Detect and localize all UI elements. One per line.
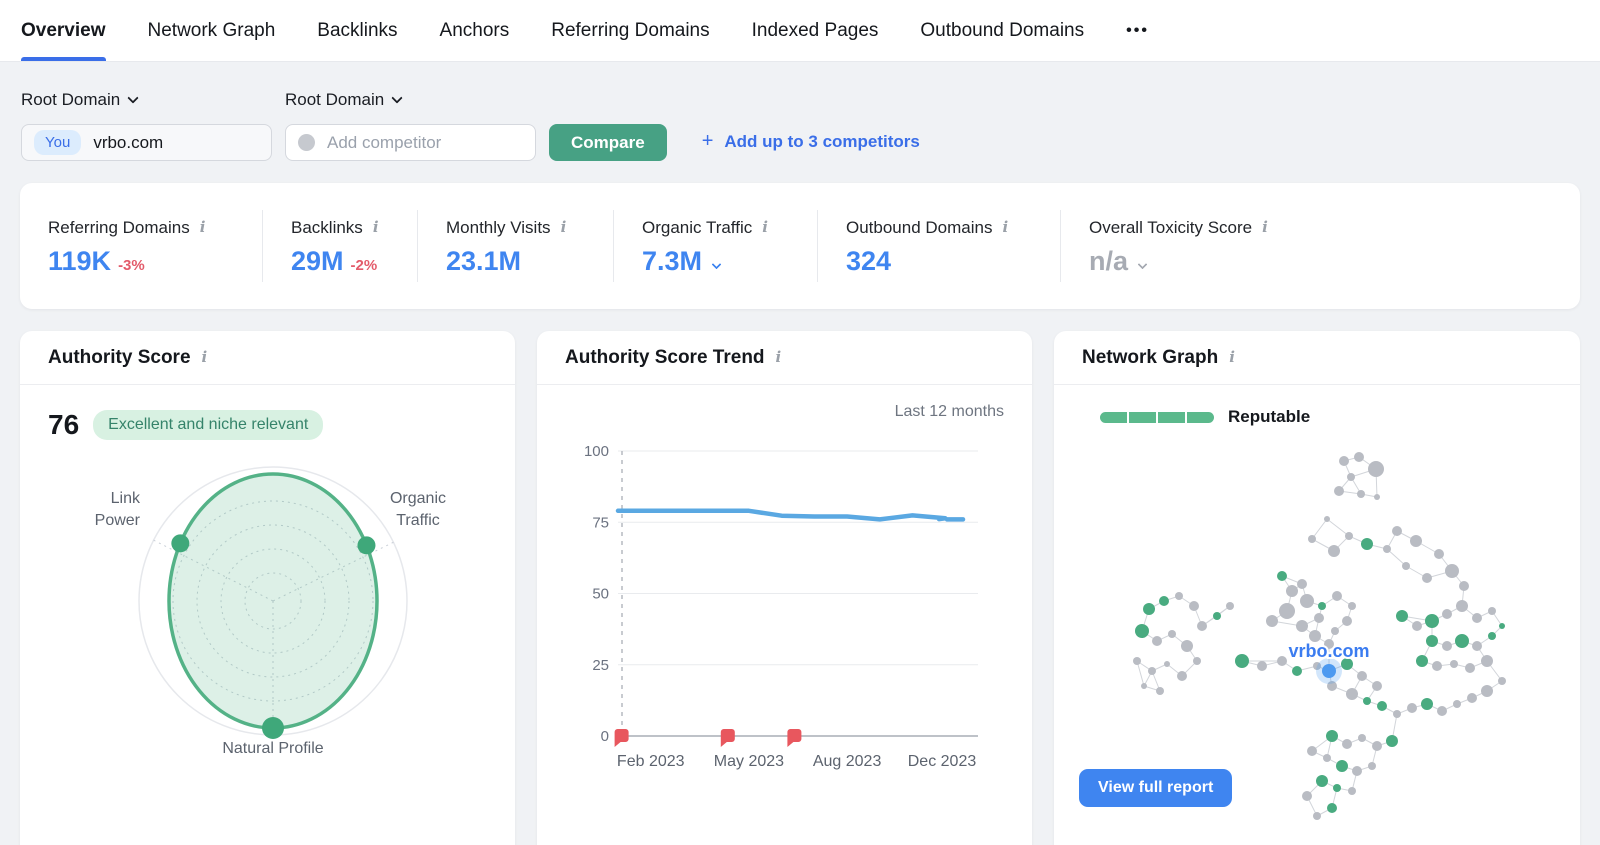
metric-label: Referring Domains [48, 217, 190, 237]
authority-score-trend-chart: 0 25 50 75 100 Feb 2023 May 2023 Aug 2023 Dec 20… [537, 421, 1032, 786]
info-icon[interactable]: i [199, 218, 206, 236]
tab-referring-domains[interactable]: Referring Domains [551, 19, 710, 41]
root-domain-select-competitor[interactable]: Root Domain [285, 90, 536, 110]
metric-value: n/a [1089, 245, 1129, 276]
metric-label: Monthly Visits [446, 217, 551, 237]
svg-text:25: 25 [592, 657, 609, 674]
you-badge: You [34, 130, 82, 155]
network-graph-card: Network Graph i Reputable vrbo.com View … [1054, 331, 1580, 845]
svg-text:50: 50 [592, 586, 609, 603]
authority-score-trend-card: Authority Score Trend i Last 12 months 0… [537, 331, 1032, 845]
svg-text:Traffic: Traffic [396, 512, 440, 529]
svg-text:Link: Link [111, 490, 141, 507]
chevron-down-icon [391, 92, 403, 104]
trend-title: Authority Score Trend [565, 346, 765, 368]
info-icon[interactable]: i [1229, 348, 1235, 366]
metric-label: Outbound Domains [846, 217, 993, 237]
svg-text:0: 0 [601, 728, 609, 745]
svg-text:vrbo.com: vrbo.com [1288, 641, 1369, 661]
authority-score-title: Authority Score [48, 346, 191, 368]
info-icon[interactable]: i [1262, 218, 1268, 236]
metric-label: Organic Traffic [642, 217, 753, 237]
svg-text:Organic: Organic [390, 490, 446, 507]
tab-outbound-domains[interactable]: Outbound Domains [920, 19, 1085, 41]
trend-range-label: Last 12 months [894, 403, 1004, 420]
info-icon[interactable]: i [372, 218, 379, 236]
more-tabs-icon[interactable]: ••• [1126, 21, 1149, 39]
info-icon[interactable]: i [1002, 218, 1009, 236]
tab-backlinks[interactable]: Backlinks [317, 19, 398, 41]
metric-organic-traffic: Organic Traffic i 7.3M [613, 210, 817, 282]
authority-score-badge: Excellent and niche relevant [93, 410, 324, 440]
svg-text:100: 100 [584, 443, 609, 460]
tab-overview[interactable]: Overview [21, 0, 106, 61]
view-full-report-button[interactable]: View full report [1079, 769, 1233, 807]
info-icon[interactable]: i [762, 218, 768, 236]
metric-value: 7.3M [642, 245, 703, 276]
summary-metrics-card: Referring Domains i 119K -3% Backlinks i 29M -2… [20, 183, 1580, 309]
top-navigation: Overview Network Graph Backlinks Anchors Ref… [0, 0, 1600, 62]
metric-label: Backlinks [291, 217, 363, 237]
authority-score-card: Authority Score i 76 Excellent and niche… [20, 331, 515, 845]
metric-outbound-domains: Outbound Domains i 324 [817, 210, 1060, 282]
authority-score-radar-chart: Link Power Organic Traffic Natural Profile [20, 441, 515, 786]
add-competitors-link[interactable]: + Add up to 3 competitors [702, 130, 920, 153]
add-competitors-label: Add up to 3 competitors [724, 131, 920, 151]
authority-score-value: 76 [48, 409, 80, 440]
root-domain-select-you[interactable]: Root Domain [21, 90, 272, 110]
svg-text:Feb 2023: Feb 2023 [617, 753, 685, 770]
reputation-status: Reputable [1228, 407, 1311, 426]
metric-label: Overall Toxicity Score [1089, 217, 1253, 237]
metric-referring-domains: Referring Domains i 119K -3% [20, 210, 262, 282]
reputation-meter [1100, 411, 1214, 423]
main-domain-input[interactable]: You vrbo.com [21, 124, 272, 161]
metric-value: 29M [291, 245, 344, 276]
metric-value: 324 [846, 245, 892, 276]
info-icon[interactable]: i [560, 218, 567, 236]
info-icon[interactable]: i [201, 348, 208, 366]
chevron-down-icon [127, 92, 139, 104]
competitor-dot-icon [298, 134, 315, 151]
tab-anchors[interactable]: Anchors [439, 19, 510, 41]
chevron-down-icon[interactable] [711, 259, 722, 269]
root-domain-label: Root Domain [21, 90, 121, 109]
svg-text:Natural Profile: Natural Profile [222, 740, 323, 757]
chevron-down-icon[interactable] [1137, 259, 1148, 269]
metric-overall-toxicity-score: Overall Toxicity Score i n/a [1060, 210, 1580, 282]
metric-value: 119K [48, 245, 112, 276]
network-graph-title: Network Graph [1082, 346, 1219, 368]
metric-monthly-visits: Monthly Visits i 23.1M [417, 210, 613, 282]
svg-text:Aug 2023: Aug 2023 [813, 753, 882, 770]
metric-delta: -2% [350, 256, 378, 274]
metric-backlinks: Backlinks i 29M -2% [262, 210, 417, 282]
filters-bar: Root Domain You vrbo.com Root Domain Add… [0, 62, 1600, 183]
competitor-placeholder: Add competitor [327, 132, 442, 152]
tab-network-graph[interactable]: Network Graph [147, 19, 276, 41]
metric-delta: -3% [118, 256, 145, 274]
info-icon[interactable]: i [775, 348, 782, 366]
root-domain-label: Root Domain [285, 90, 385, 109]
tab-indexed-pages[interactable]: Indexed Pages [751, 19, 879, 41]
svg-text:Power: Power [95, 512, 141, 529]
metric-value: 23.1M [446, 245, 522, 276]
widget-cards-row: Authority Score i 76 Excellent and niche… [20, 331, 1580, 845]
main-domain-value: vrbo.com [93, 132, 164, 152]
compare-button[interactable]: Compare [549, 124, 667, 161]
svg-text:75: 75 [592, 514, 609, 531]
svg-text:May 2023: May 2023 [714, 753, 784, 770]
network-graph-visualization: vrbo.com [1054, 439, 1579, 845]
competitor-input[interactable]: Add competitor [285, 124, 536, 161]
plus-icon: + [701, 130, 714, 152]
svg-text:Dec 2023: Dec 2023 [908, 753, 977, 770]
